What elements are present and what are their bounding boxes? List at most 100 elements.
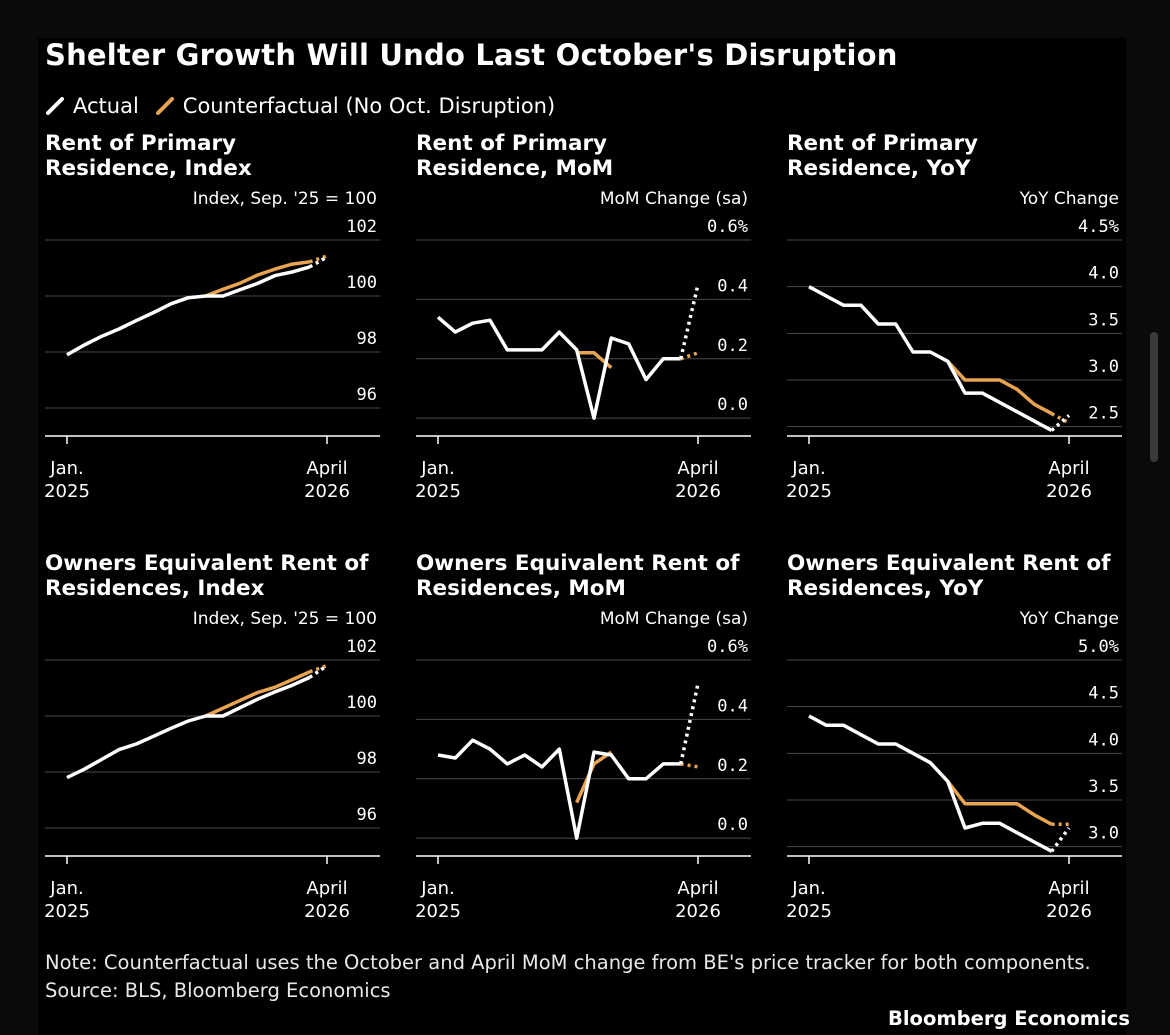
y-tick-label: 102 (346, 637, 377, 657)
series-projection-counterfactual (309, 663, 328, 674)
series-projection-actual (678, 284, 700, 360)
source-line: Source: BLS, Bloomberg Economics (45, 979, 391, 1002)
y-tick-label: 98 (357, 749, 377, 769)
series-projection-counterfactual (680, 351, 699, 361)
y-tick-label: 4.5 (1088, 684, 1119, 704)
series-projection-actual (678, 683, 700, 765)
series-projection-counterfactual (309, 254, 328, 264)
series-line-actual (808, 285, 1053, 432)
y-tick-label: 2.5 (1088, 404, 1119, 424)
x-tick-label: Jan. (49, 878, 83, 899)
series-line-counterfactual (204, 670, 311, 718)
series-line-actual (437, 738, 681, 840)
y-tick-label: 5.0% (1078, 637, 1119, 657)
chart-rent-mom: MoM Change (sa) 0.0 0.2 0.4 0.6% Jan.2025 Apri… (415, 189, 751, 502)
legend-item-counterfactual: Counterfactual (No Oct. Disruption) (155, 94, 555, 118)
x-tick-label: 2026 (1046, 901, 1092, 922)
x-tick-label: April (1048, 458, 1089, 479)
x-tick-label: April (306, 458, 347, 479)
scrollbar[interactable] (1150, 332, 1158, 462)
series-projection-actual (308, 255, 328, 269)
y-tick-label: 0.0 (717, 395, 748, 415)
y-tick-label: 3.0 (1088, 824, 1119, 844)
x-tick-label: Jan. (420, 878, 454, 899)
panel-title-oer-mom: Owners Equivalent Rent of Residences, Mo… (416, 551, 740, 601)
chart-rent-yoy: YoY Change 2.5 3.0 3.5 4.0 4.5% Jan.2025 April2… (786, 189, 1122, 502)
x-tick-label: Jan. (420, 458, 454, 479)
x-tick-label: 2026 (675, 481, 721, 502)
y-tick-label: 3.5 (1088, 777, 1119, 797)
chart-rent-index: Index, Sep. '25 = 100 96 98 100 102 Jan.2025 A… (44, 189, 380, 502)
chart-panel (38, 38, 1126, 1035)
series-projection-counterfactual (1050, 412, 1070, 425)
series-line-counterfactual (946, 360, 1053, 416)
series-line-actual (66, 675, 311, 780)
y-axis-label: Index, Sep. '25 = 100 (193, 609, 377, 629)
y-tick-label: 100 (346, 273, 377, 293)
x-tick-label: 2025 (786, 901, 832, 922)
chart-oer-mom: MoM Change (sa) 0.0 0.2 0.4 0.6% Jan.2025 Apri… (415, 609, 751, 922)
x-tick-label: 2026 (1046, 481, 1092, 502)
x-tick-label: 2025 (786, 481, 832, 502)
series-line-counterfactual (575, 750, 613, 804)
x-tick-label: 2025 (44, 901, 90, 922)
y-tick-label: 0.6% (707, 637, 748, 657)
chart-oer-index: Index, Sep. '25 = 100 96 98 100 102 Jan.2025 A… (44, 609, 380, 922)
y-axis-label: YoY Change (1019, 189, 1119, 209)
y-tick-label: 102 (346, 217, 377, 237)
y-tick-label: 96 (357, 805, 377, 825)
y-tick-label: 0.6% (707, 217, 748, 237)
x-tick-label: April (677, 878, 718, 899)
x-tick-label: 2025 (44, 481, 90, 502)
y-tick-label: 3.5 (1088, 310, 1119, 330)
y-tick-label: 0.4 (717, 696, 748, 716)
y-tick-label: 100 (346, 693, 377, 713)
y-tick-label: 0.4 (717, 276, 748, 296)
series-line-counterfactual (946, 780, 1053, 826)
x-tick-label: Jan. (791, 878, 825, 899)
legend-label-counterfactual: Counterfactual (No Oct. Disruption) (182, 94, 556, 118)
legend-item-actual: Actual (45, 94, 139, 118)
y-tick-label: 0.2 (717, 756, 748, 776)
panel-title-rent-index: Rent of Primary Residence, Index (45, 131, 252, 181)
panel-title-oer-yoy: Owners Equivalent Rent of Residences, Yo… (787, 551, 1111, 601)
chart-oer-yoy: YoY Change 3.0 3.5 4.0 4.5 5.0% Jan.2025 April2… (786, 609, 1122, 922)
panel-title-oer-index: Owners Equivalent Rent of Residences, In… (45, 551, 369, 601)
x-tick-label: 2025 (415, 481, 461, 502)
y-tick-label: 96 (357, 385, 377, 405)
x-tick-label: Jan. (49, 458, 83, 479)
x-tick-label: April (306, 878, 347, 899)
y-tick-label: 4.0 (1088, 264, 1119, 284)
x-tick-label: 2026 (304, 901, 350, 922)
legend-swatch-actual (46, 97, 64, 115)
x-tick-label: Jan. (791, 458, 825, 479)
footnote: Note: Counterfactual uses the October an… (45, 951, 1091, 974)
x-tick-label: April (677, 458, 718, 479)
y-tick-label: 4.5% (1078, 217, 1119, 237)
x-tick-label: April (1048, 878, 1089, 899)
x-tick-label: 2026 (675, 901, 721, 922)
y-axis-label: Index, Sep. '25 = 100 (193, 189, 377, 209)
series-projection-actual (1050, 826, 1071, 853)
panel-title-rent-mom: Rent of Primary Residence, MoM (416, 131, 614, 181)
y-tick-label: 3.0 (1088, 357, 1119, 377)
series-line-actual (436, 315, 681, 420)
y-tick-label: 98 (357, 329, 377, 349)
series-projection-counterfactual (680, 762, 699, 769)
y-tick-label: 4.0 (1088, 730, 1119, 750)
series-line-actual (66, 265, 311, 357)
chart-title: Shelter Growth Will Undo Last October's … (45, 38, 898, 72)
x-tick-label: 2026 (304, 481, 350, 502)
y-tick-label: 0.2 (717, 336, 748, 356)
y-axis-label: YoY Change (1019, 609, 1119, 629)
series-line-counterfactual (205, 260, 310, 298)
brand-label: Bloomberg Economics (888, 1007, 1130, 1030)
y-axis-label: MoM Change (sa) (600, 189, 748, 209)
x-tick-label: 2025 (415, 901, 461, 922)
y-axis-label: MoM Change (sa) (600, 609, 748, 629)
legend-label-actual: Actual (73, 94, 139, 118)
y-tick-label: 0.0 (717, 815, 748, 835)
panel-title-rent-yoy: Rent of Primary Residence, YoY (787, 131, 979, 181)
series-line-actual (808, 714, 1053, 853)
legend: Actual Counterfactual (No Oct. Disruptio… (45, 92, 571, 120)
